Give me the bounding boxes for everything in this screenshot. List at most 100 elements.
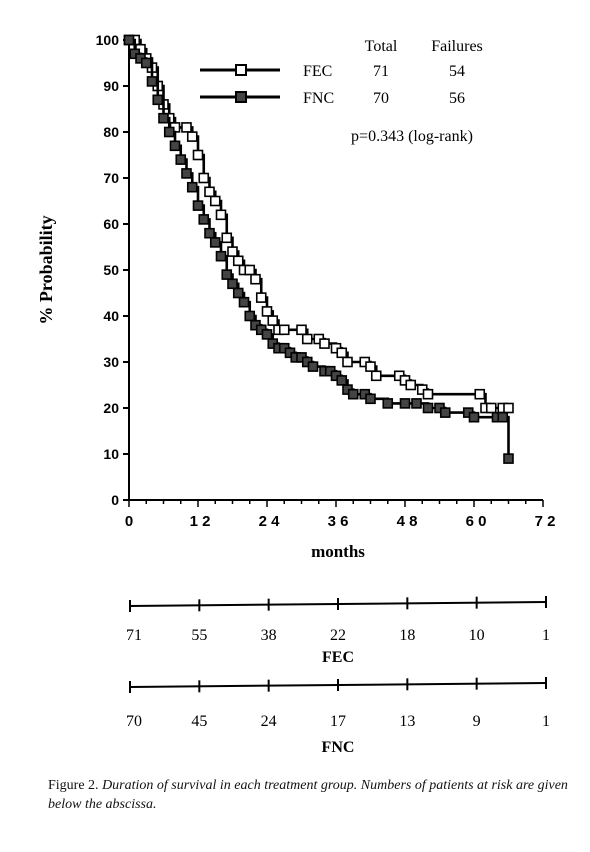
data-point-fec bbox=[296, 324, 307, 336]
y-tick-label: 80 bbox=[103, 124, 119, 140]
data-point-fec bbox=[267, 315, 279, 326]
x-tick-label: 2 4 bbox=[259, 513, 281, 530]
legend-failures-fec: 54 bbox=[449, 63, 465, 80]
y-tick-label: 10 bbox=[103, 446, 119, 462]
y-ticks: 0 10 20 30 40 50 60 70 80 90 100 bbox=[96, 32, 129, 508]
data-point-fnc bbox=[439, 407, 451, 418]
y-tick-label: 70 bbox=[103, 170, 119, 186]
at-risk-count-fnc: 24 bbox=[261, 713, 277, 730]
legend: Total Failures FEC 71 54 FNC 70 56 bbox=[200, 38, 483, 107]
caption-label: Figure 2. bbox=[48, 778, 99, 793]
data-point-fec bbox=[261, 306, 273, 317]
x-tick-label: 3 6 bbox=[328, 513, 349, 530]
data-point-fec bbox=[370, 370, 382, 382]
data-point-fnc bbox=[140, 57, 152, 69]
axes: 0 10 20 30 40 50 60 70 80 90 100 0 1 2 2 4 3 6 4 8 6 0 7… bbox=[96, 32, 556, 530]
data-point-fec bbox=[278, 324, 290, 336]
at-risk-count-fnc: 1 bbox=[542, 713, 550, 730]
at-risk-count-fec: 22 bbox=[330, 627, 346, 644]
at-risk-count-fec: 71 bbox=[126, 627, 142, 644]
data-point-fec bbox=[474, 388, 486, 400]
y-tick-label: 20 bbox=[103, 400, 119, 416]
legend-total-fec: 71 bbox=[373, 63, 389, 80]
data-point-fec bbox=[215, 209, 227, 221]
x-tick-label: 4 8 bbox=[397, 513, 418, 530]
data-point-fnc bbox=[204, 227, 215, 239]
y-tick-label: 100 bbox=[96, 32, 120, 48]
legend-entry-fnc: FNC 70 56 bbox=[200, 90, 465, 107]
at-risk-count-fnc: 13 bbox=[399, 713, 415, 730]
legend-total-fnc: 70 bbox=[373, 90, 389, 107]
data-point-fnc bbox=[181, 168, 192, 179]
data-point-fec bbox=[319, 338, 330, 349]
data-point-fnc bbox=[186, 181, 198, 193]
data-point-fnc bbox=[468, 411, 480, 423]
data-point-fnc bbox=[123, 34, 135, 46]
at-risk-count-fec: 38 bbox=[261, 627, 277, 644]
data-point-fnc bbox=[221, 269, 233, 280]
data-point-fnc bbox=[227, 278, 238, 290]
at-risk-table: 71 55 38 22 18 10 1 FEC 70 45 24 17 13 9 1 FNC bbox=[126, 596, 550, 756]
at-risk-count-fec: 10 bbox=[469, 627, 485, 644]
y-axis-label: % Probability bbox=[36, 215, 56, 324]
data-point-fec bbox=[503, 402, 514, 414]
data-point-fec bbox=[250, 273, 261, 285]
data-point-fnc bbox=[152, 94, 164, 106]
data-point-fnc bbox=[158, 112, 169, 124]
data-point-fec bbox=[336, 347, 348, 359]
data-point-fec bbox=[181, 122, 192, 133]
x-axis-label: months bbox=[311, 542, 365, 561]
at-risk-group-label-fnc: FNC bbox=[322, 739, 355, 756]
data-point-fnc bbox=[198, 214, 210, 225]
data-point-fec bbox=[221, 232, 233, 244]
data-point-fnc bbox=[175, 154, 187, 165]
at-risk-group-label-fec: FEC bbox=[322, 649, 354, 666]
data-point-fec bbox=[198, 172, 210, 184]
p-value-annotation: p=0.343 (log-rank) bbox=[351, 128, 473, 145]
data-point-fnc bbox=[232, 287, 244, 299]
data-point-fnc bbox=[399, 398, 411, 409]
data-point-fec bbox=[485, 402, 497, 414]
data-point-fec bbox=[232, 255, 244, 267]
x-tick-label: 0 bbox=[125, 513, 133, 530]
x-tick-label: 1 2 bbox=[190, 513, 211, 530]
data-point-fec bbox=[209, 195, 221, 207]
y-tick-label: 40 bbox=[103, 308, 119, 324]
series-layer bbox=[123, 34, 514, 464]
at-risk-count-fec: 1 bbox=[542, 627, 550, 644]
data-point-fnc bbox=[215, 250, 227, 262]
figure-caption: Figure 2. Duration of survival in each t… bbox=[48, 776, 578, 814]
x-tick-label: 7 2 bbox=[535, 513, 556, 530]
data-point-fnc bbox=[411, 398, 422, 409]
x-ticks: 0 1 2 2 4 3 6 4 8 6 0 7 2 bbox=[125, 500, 556, 530]
y-tick-label: 50 bbox=[103, 262, 119, 278]
x-tick-label: 6 0 bbox=[466, 513, 487, 530]
data-point-fnc bbox=[365, 393, 376, 405]
data-point-fec bbox=[405, 379, 417, 391]
data-point-fnc bbox=[347, 388, 359, 400]
legend-header-failures: Failures bbox=[431, 38, 483, 55]
data-point-fnc bbox=[503, 453, 514, 464]
data-point-fec bbox=[422, 388, 434, 400]
y-tick-label: 0 bbox=[111, 492, 119, 508]
caption-text: Duration of survival in each treatment g… bbox=[48, 778, 568, 812]
legend-name-fec: FEC bbox=[303, 63, 332, 80]
legend-swatch-fec-marker bbox=[235, 64, 247, 76]
data-point-fnc bbox=[261, 329, 273, 340]
data-point-fnc bbox=[146, 76, 158, 87]
y-tick-label: 60 bbox=[103, 216, 119, 232]
data-point-fec bbox=[301, 333, 313, 345]
data-point-fec bbox=[186, 131, 198, 142]
y-tick-label: 90 bbox=[103, 78, 119, 94]
legend-failures-fnc: 56 bbox=[449, 90, 465, 107]
at-risk-count-fnc: 9 bbox=[473, 713, 481, 730]
data-point-fec bbox=[227, 246, 238, 257]
data-point-fnc bbox=[244, 310, 256, 322]
data-point-fec bbox=[204, 186, 215, 198]
data-point-fnc bbox=[422, 402, 434, 414]
data-point-fnc bbox=[336, 375, 348, 386]
at-risk-count-fnc: 17 bbox=[330, 713, 346, 730]
data-point-fnc bbox=[209, 237, 221, 248]
legend-entry-fec: FEC 71 54 bbox=[200, 63, 465, 80]
at-risk-count-fec: 55 bbox=[191, 627, 207, 644]
